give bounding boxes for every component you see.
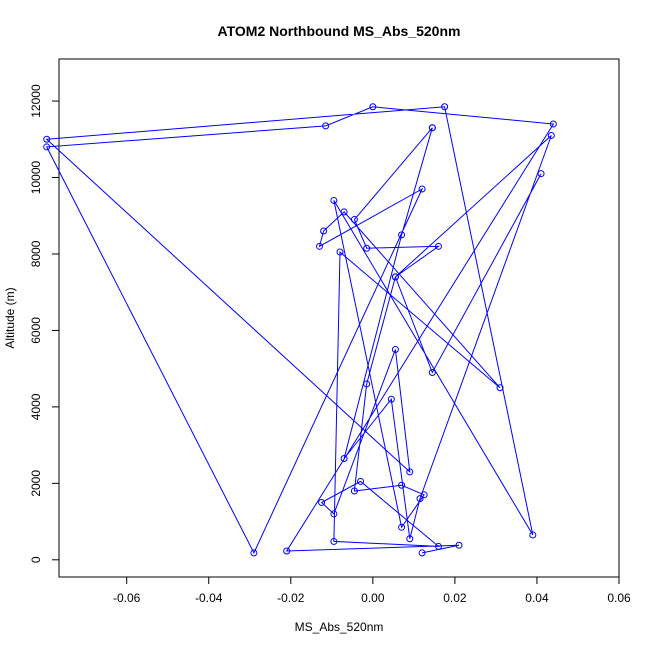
x-tick-label: -0.02: [277, 591, 305, 605]
data-point: [418, 185, 426, 193]
data-point: [340, 208, 348, 216]
data-point: [387, 395, 395, 403]
data-point: [330, 537, 338, 545]
data-point: [283, 547, 291, 555]
data-point: [391, 346, 399, 354]
data-point: [398, 231, 406, 239]
x-tick-label: -0.06: [113, 591, 141, 605]
data-point: [322, 122, 330, 130]
data-point: [455, 541, 463, 549]
chart-title: ATOM2 Northbound MS_Abs_520nm: [218, 23, 461, 39]
data-point: [537, 170, 545, 178]
data-point: [496, 384, 504, 392]
data-point: [357, 477, 365, 485]
data-point: [398, 481, 406, 489]
x-tick-label: -0.04: [195, 591, 223, 605]
data-point: [369, 103, 377, 111]
data-point: [340, 454, 348, 462]
series-group: [43, 103, 557, 557]
data-point: [316, 242, 324, 250]
x-axis-label: MS_Abs_520nm: [295, 620, 384, 634]
data-point: [428, 124, 436, 132]
data-point: [330, 196, 338, 204]
data-point: [420, 491, 428, 499]
data-point: [406, 468, 414, 476]
data-point: [43, 135, 51, 143]
data-point: [434, 242, 442, 250]
x-tick-label: 0.00: [361, 591, 385, 605]
data-point: [363, 244, 371, 252]
y-tick-label: 6000: [29, 317, 43, 344]
data-point: [398, 523, 406, 531]
data-point: [318, 498, 326, 506]
x-axis: -0.06 -0.04 -0.02 0.00 0.02 0.04 0.06: [113, 576, 631, 605]
y-axis-label: Altitude (m): [3, 287, 17, 348]
data-point: [320, 227, 328, 235]
x-tick-label: 0.04: [525, 591, 549, 605]
series-line: [45, 106, 555, 555]
data-point: [350, 487, 358, 495]
x-tick-label: 0.02: [443, 591, 467, 605]
data-point: [406, 535, 414, 543]
data-point: [434, 542, 442, 550]
y-tick-label: 10000: [29, 161, 43, 195]
data-point: [529, 531, 537, 539]
y-tick-label: 0: [29, 556, 43, 563]
y-axis: 0 2000 4000 6000 8000 10000 12000: [29, 84, 60, 563]
y-tick-label: 12000: [29, 84, 43, 118]
data-point: [350, 216, 358, 224]
x-tick-label: 0.06: [607, 591, 631, 605]
data-point: [43, 143, 51, 151]
data-point: [441, 103, 449, 111]
data-point: [418, 549, 426, 557]
y-tick-label: 2000: [29, 470, 43, 497]
y-tick-label: 8000: [29, 240, 43, 267]
data-point: [549, 120, 557, 128]
data-point: [547, 131, 555, 139]
data-point: [363, 380, 371, 388]
data-point: [330, 510, 338, 518]
data-point: [428, 368, 436, 376]
data-point: [336, 248, 344, 256]
data-point: [250, 549, 258, 557]
data-point: [391, 273, 399, 281]
data-point: [416, 495, 424, 503]
y-tick-label: 4000: [29, 393, 43, 420]
